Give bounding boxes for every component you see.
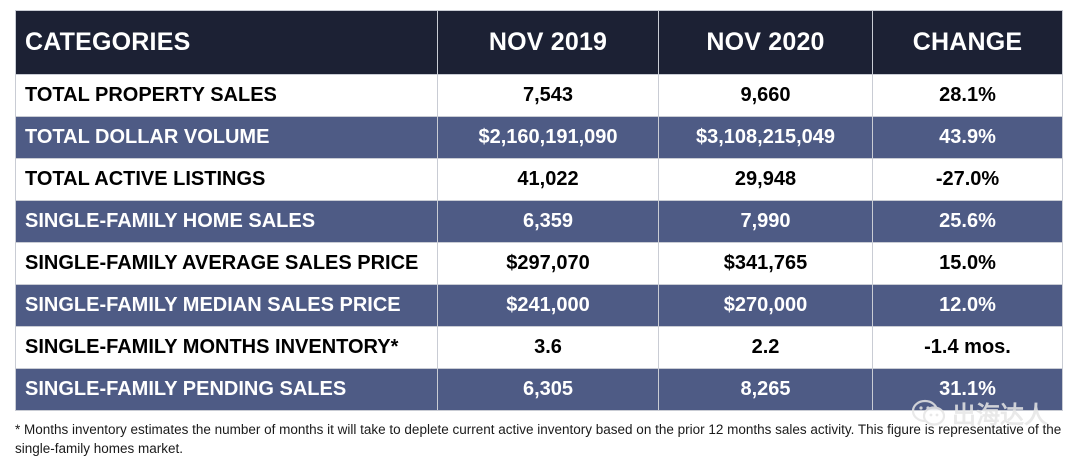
table-row: TOTAL PROPERTY SALES 7,543 9,660 28.1% xyxy=(15,74,1063,117)
row-nov-2019-value: $241,000 xyxy=(437,284,659,327)
row-change-value: 28.1% xyxy=(872,74,1063,117)
row-category: TOTAL PROPERTY SALES xyxy=(15,74,438,117)
row-nov-2019-value: $297,070 xyxy=(437,242,659,285)
row-nov-2019-value: 7,543 xyxy=(437,74,659,117)
row-change-value: 12.0% xyxy=(872,284,1063,327)
watermark: 出海达人 xyxy=(912,395,1048,430)
row-change-value: 43.9% xyxy=(872,116,1063,159)
row-change-value: -1.4 mos. xyxy=(872,326,1063,369)
row-nov-2020-value: 7,990 xyxy=(658,200,873,243)
row-change-value: -27.0% xyxy=(872,158,1063,201)
table-row: SINGLE-FAMILY PENDING SALES 6,305 8,265 … xyxy=(15,368,1063,411)
row-category: SINGLE-FAMILY HOME SALES xyxy=(15,200,438,243)
row-change-value: 31.1% xyxy=(872,368,1063,411)
wechat-icon xyxy=(912,399,946,427)
row-nov-2019-value: 6,305 xyxy=(437,368,659,411)
row-nov-2020-value: 9,660 xyxy=(658,74,873,117)
row-nov-2019-value: 41,022 xyxy=(437,158,659,201)
footnote: * Months inventory estimates the number … xyxy=(15,422,1062,456)
table-row: SINGLE-FAMILY MONTHS INVENTORY* 3.6 2.2 … xyxy=(15,326,1063,369)
header-nov-2019: NOV 2019 xyxy=(437,10,659,75)
table-row: SINGLE-FAMILY MEDIAN SALES PRICE $241,00… xyxy=(15,284,1063,327)
row-category: SINGLE-FAMILY MONTHS INVENTORY* xyxy=(15,326,438,369)
row-category: SINGLE-FAMILY PENDING SALES xyxy=(15,368,438,411)
row-change-value: 25.6% xyxy=(872,200,1063,243)
table-row: TOTAL ACTIVE LISTINGS 41,022 29,948 -27.… xyxy=(15,158,1063,201)
row-nov-2020-value: $341,765 xyxy=(658,242,873,285)
row-category: SINGLE-FAMILY MEDIAN SALES PRICE xyxy=(15,284,438,327)
row-nov-2020-value: 8,265 xyxy=(658,368,873,411)
row-nov-2019-value: $2,160,191,090 xyxy=(437,116,659,159)
row-nov-2019-value: 3.6 xyxy=(437,326,659,369)
row-nov-2019-value: 6,359 xyxy=(437,200,659,243)
table-row: TOTAL DOLLAR VOLUME $2,160,191,090 $3,10… xyxy=(15,116,1063,159)
row-category: SINGLE-FAMILY AVERAGE SALES PRICE xyxy=(15,242,438,285)
row-nov-2020-value: 2.2 xyxy=(658,326,873,369)
row-nov-2020-value: $3,108,215,049 xyxy=(658,116,873,159)
watermark-text: 出海达人 xyxy=(952,402,1048,429)
table-header-row: CATEGORIES NOV 2019 NOV 2020 CHANGE xyxy=(15,10,1063,75)
header-nov-2020: NOV 2020 xyxy=(658,10,873,75)
table-row: SINGLE-FAMILY HOME SALES 6,359 7,990 25.… xyxy=(15,200,1063,243)
header-change: CHANGE xyxy=(872,10,1063,75)
market-stats-table: CATEGORIES NOV 2019 NOV 2020 CHANGE TOTA… xyxy=(15,10,1063,411)
table-row: SINGLE-FAMILY AVERAGE SALES PRICE $297,0… xyxy=(15,242,1063,285)
row-nov-2020-value: 29,948 xyxy=(658,158,873,201)
header-categories: CATEGORIES xyxy=(15,10,438,75)
row-category: TOTAL ACTIVE LISTINGS xyxy=(15,158,438,201)
row-category: TOTAL DOLLAR VOLUME xyxy=(15,116,438,159)
row-nov-2020-value: $270,000 xyxy=(658,284,873,327)
row-change-value: 15.0% xyxy=(872,242,1063,285)
